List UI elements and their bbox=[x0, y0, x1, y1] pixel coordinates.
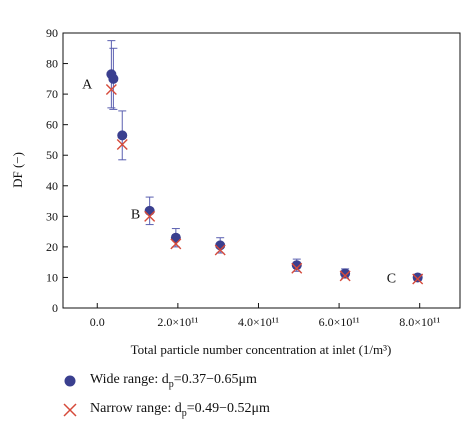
df-scatter-chart: 0 10 20 30 40 50 60 70 80 90 0.0 2.0×10¹¹ 4.0×10¹¹ 6… bbox=[10, 26, 461, 357]
data-series bbox=[105, 40, 424, 285]
data-point-narrow bbox=[144, 210, 156, 222]
data-point-wide bbox=[170, 232, 181, 243]
data-point-narrow bbox=[291, 262, 303, 274]
data-point-narrow bbox=[412, 273, 424, 285]
data-point-wide bbox=[144, 205, 155, 216]
y-tick-label: 50 bbox=[46, 148, 58, 162]
data-point-wide bbox=[215, 240, 226, 251]
y-tick-label: 30 bbox=[46, 209, 58, 223]
annotation-label: A bbox=[82, 77, 93, 92]
plot-frame bbox=[62, 32, 461, 309]
legend-label-narrow: Narrow range: dp=0.49−0.52μm bbox=[90, 401, 270, 419]
data-point-wide bbox=[340, 268, 351, 279]
x-mark-stroke bbox=[412, 273, 424, 285]
x-axis-title: Total particle number concentration at i… bbox=[131, 342, 392, 357]
x-tick-label: 8.0×10¹¹ bbox=[399, 315, 440, 329]
y-tick-label: 40 bbox=[46, 179, 58, 193]
x-mark-stroke bbox=[214, 244, 226, 256]
y-axis-title: DF (−) bbox=[10, 152, 25, 188]
x-mark-stroke bbox=[339, 270, 351, 282]
y-tick-label: 90 bbox=[46, 26, 58, 40]
data-point-wide bbox=[412, 272, 423, 283]
circle-marker-icon bbox=[62, 373, 82, 389]
y-tick-label: 20 bbox=[46, 240, 58, 254]
x-tick-label: 0.0 bbox=[90, 315, 105, 329]
annotation-label: C bbox=[387, 271, 396, 286]
data-point-narrow bbox=[105, 84, 117, 96]
y-tick-label: 0 bbox=[52, 301, 58, 315]
legend-label-wide: Wide range: dp=0.37−0.65μm bbox=[90, 372, 257, 390]
annotation-label: B bbox=[131, 207, 140, 222]
x-axis: 0.0 2.0×10¹¹ 4.0×10¹¹ 6.0×10¹¹ 8.0×10¹¹ bbox=[90, 303, 441, 329]
legend-item-narrow: Narrow range: dp=0.49−0.52μm bbox=[62, 401, 270, 419]
y-tick-label: 70 bbox=[46, 87, 58, 101]
x-tick-label: 4.0×10¹¹ bbox=[238, 315, 279, 329]
x-tick-label: 2.0×10¹¹ bbox=[157, 315, 198, 329]
data-point-narrow bbox=[339, 270, 351, 282]
x-mark-stroke bbox=[170, 238, 182, 250]
y-axis: 0 10 20 30 40 50 60 70 80 90 bbox=[46, 26, 68, 315]
data-point-wide bbox=[291, 260, 302, 271]
data-point-narrow bbox=[116, 139, 128, 151]
data-point-narrow bbox=[170, 238, 182, 250]
x-mark-stroke bbox=[105, 84, 117, 96]
data-point-wide bbox=[117, 130, 128, 141]
point-annotations: A B C bbox=[82, 77, 396, 286]
x-mark-stroke bbox=[116, 139, 128, 151]
legend-item-wide: Wide range: dp=0.37−0.65μm bbox=[62, 372, 257, 390]
x-mark-stroke bbox=[144, 210, 156, 222]
data-point-wide bbox=[108, 73, 119, 84]
y-tick-label: 60 bbox=[46, 118, 58, 132]
y-tick-label: 80 bbox=[46, 57, 58, 71]
x-marker-icon bbox=[62, 402, 82, 418]
data-point-narrow bbox=[214, 244, 226, 256]
x-mark-stroke bbox=[291, 262, 303, 274]
y-tick-label: 10 bbox=[46, 270, 58, 284]
x-tick-label: 6.0×10¹¹ bbox=[319, 315, 360, 329]
